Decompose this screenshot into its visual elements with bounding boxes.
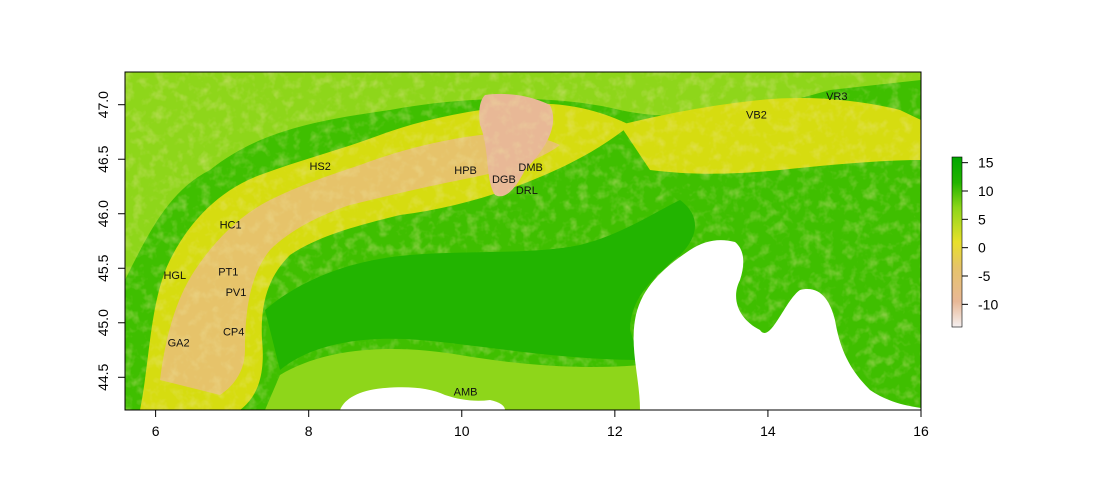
colorbar-legend: 15 10 5 0 -5 -10 <box>951 155 998 328</box>
colorbar <box>951 156 963 328</box>
station-label: HPB <box>454 165 477 177</box>
x-tick-label: 10 <box>454 423 470 439</box>
station-label: PV1 <box>226 287 247 299</box>
station-label: HGL <box>163 270 186 282</box>
station-label: CP4 <box>223 326 244 338</box>
legend-tick-label: 5 <box>978 211 986 227</box>
y-tick-label: 46.0 <box>95 200 111 227</box>
station-label: VB2 <box>746 110 767 122</box>
elevation-raster <box>125 72 921 410</box>
station-label: DGB <box>492 174 516 186</box>
station-label: PT1 <box>218 267 238 279</box>
station-label: VR3 <box>826 91 847 103</box>
ligurian-sea <box>340 387 505 410</box>
x-tick-label: 12 <box>607 423 623 439</box>
x-axis: 6 8 10 12 14 16 <box>152 409 929 439</box>
y-axis: 44.5 45.0 45.5 46.0 46.5 47.0 <box>95 91 126 391</box>
station-label: AMB <box>454 386 478 398</box>
legend-tick-label: 10 <box>978 183 994 199</box>
x-tick-label: 16 <box>913 423 929 439</box>
y-tick-label: 45.0 <box>95 309 111 336</box>
x-tick-label: 6 <box>152 423 160 439</box>
station-label: DRL <box>516 185 538 197</box>
station-label: DMB <box>518 162 542 174</box>
po-plain-area <box>265 200 695 370</box>
station-label: GA2 <box>168 337 190 349</box>
x-tick-label: 8 <box>305 423 313 439</box>
y-tick-label: 44.5 <box>95 363 111 390</box>
y-tick-label: 47.0 <box>95 91 111 118</box>
station-label: HC1 <box>220 220 242 232</box>
legend-tick-label: 15 <box>978 155 994 171</box>
y-tick-label: 45.5 <box>95 254 111 281</box>
adriatic-sea <box>633 240 921 410</box>
legend-tick-label: 0 <box>978 240 986 256</box>
x-tick-label: 14 <box>760 423 776 439</box>
legend-tick-label: -10 <box>978 296 998 312</box>
legend-tick-label: -5 <box>978 268 991 284</box>
station-label: HS2 <box>309 161 330 173</box>
y-tick-label: 46.5 <box>95 145 111 172</box>
